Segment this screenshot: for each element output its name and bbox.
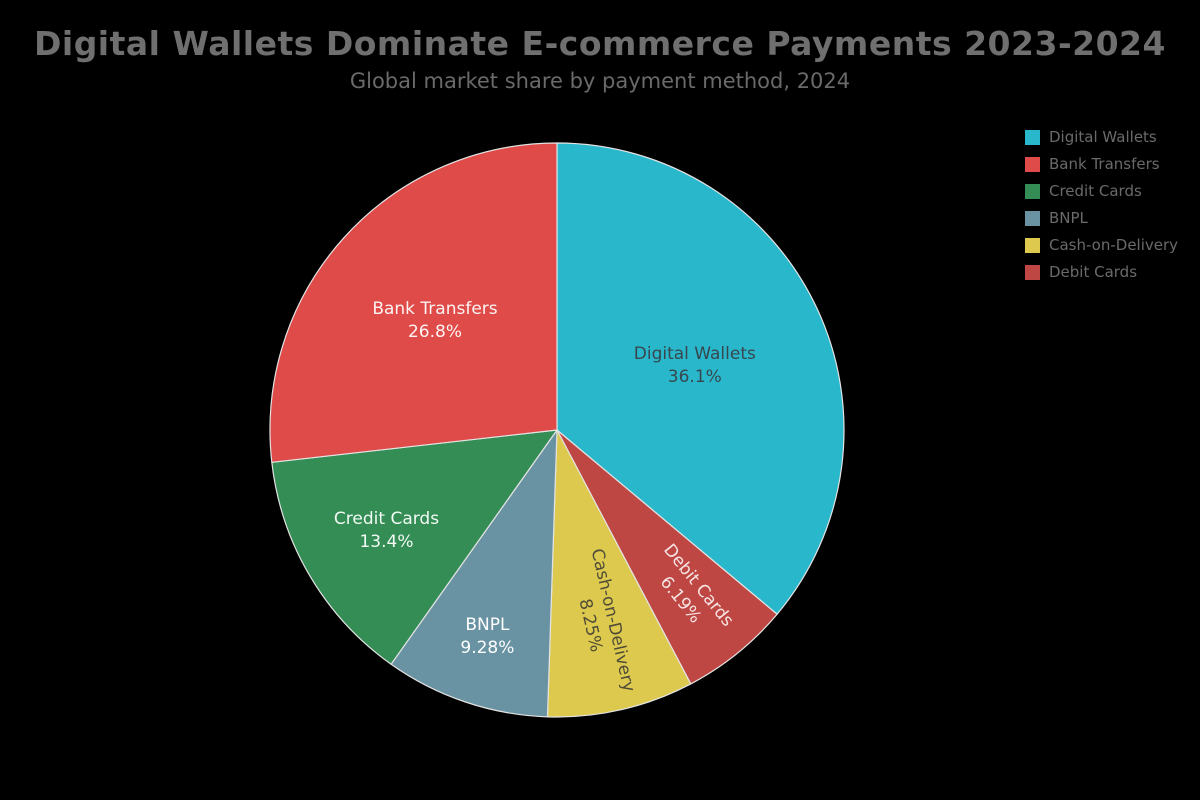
legend-label: Debit Cards (1049, 263, 1138, 281)
chart-title: Digital Wallets Dominate E-commerce Paym… (33, 24, 1166, 63)
legend-item-bnpl: BNPL (1025, 209, 1178, 227)
legend-label: Digital Wallets (1049, 128, 1157, 146)
legend-swatch-icon (1025, 183, 1040, 199)
pie-slice-bank-transfers (269, 142, 558, 463)
pie-slice-bnpl (390, 429, 558, 718)
legend-swatch-icon (1025, 264, 1040, 280)
legend-swatch-icon (1025, 156, 1040, 172)
legend-item-credit-cards: Credit Cards (1025, 182, 1178, 200)
legend-swatch-icon (1025, 237, 1040, 253)
pie-slice-digital-wallets (556, 142, 845, 615)
legend-label: Bank Transfers (1049, 155, 1160, 173)
legend-swatch-icon (1025, 210, 1040, 226)
legend-label: Cash-on-Delivery (1049, 236, 1179, 254)
legend-item-debit-cards: Debit Cards (1025, 263, 1178, 281)
legend-label: BNPL (1049, 209, 1088, 227)
legend-item-digital-wallets: Digital Wallets (1025, 128, 1178, 146)
chart-subtitle: Global market share by payment method, 2… (349, 69, 851, 93)
legend: Digital Wallets Bank Transfers Credit Card… (1025, 128, 1178, 290)
pie-slice-cash-on-delivery (546, 429, 692, 718)
legend-item-cash-on-delivery: Cash-on-Delivery (1025, 236, 1178, 254)
legend-item-bank-transfers: Bank Transfers (1025, 155, 1178, 173)
legend-label: Credit Cards (1049, 182, 1142, 200)
legend-swatch-icon (1025, 129, 1040, 145)
pie-slice-credit-cards (271, 429, 558, 665)
